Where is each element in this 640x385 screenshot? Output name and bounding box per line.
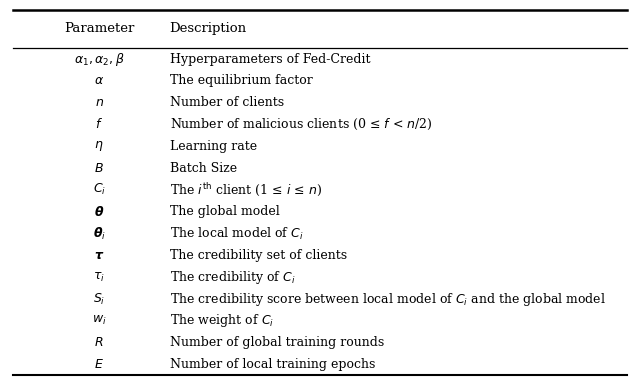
- Text: $f$: $f$: [95, 117, 103, 132]
- Text: $R$: $R$: [95, 336, 104, 349]
- Text: $w_i$: $w_i$: [92, 314, 106, 327]
- Text: $n$: $n$: [95, 96, 104, 109]
- Text: The local model of $C_i$: The local model of $C_i$: [170, 226, 303, 242]
- Text: Parameter: Parameter: [64, 22, 134, 35]
- Text: $\alpha$: $\alpha$: [94, 74, 104, 87]
- Text: The credibility set of clients: The credibility set of clients: [170, 249, 347, 262]
- Text: $E$: $E$: [94, 358, 104, 371]
- Text: The global model: The global model: [170, 205, 279, 218]
- Text: Number of malicious clients (0 ≤ $f$ < $n$/2): Number of malicious clients (0 ≤ $f$ < $…: [170, 117, 432, 132]
- Text: Hyperparameters of Fed-Credit: Hyperparameters of Fed-Credit: [170, 52, 370, 65]
- Text: $\boldsymbol{\theta}$: $\boldsymbol{\theta}$: [94, 205, 104, 219]
- Text: The $i^{\mathrm{th}}$ client (1 ≤ $i$ ≤ $n$): The $i^{\mathrm{th}}$ client (1 ≤ $i$ ≤ …: [170, 181, 321, 198]
- Text: Number of local training epochs: Number of local training epochs: [170, 358, 375, 371]
- Text: Batch Size: Batch Size: [170, 162, 237, 175]
- Text: The credibility score between local model of $C_i$ and the global model: The credibility score between local mode…: [170, 291, 605, 308]
- Text: Number of global training rounds: Number of global training rounds: [170, 336, 384, 349]
- Text: $\tau_i$: $\tau_i$: [93, 271, 105, 284]
- Text: $S_i$: $S_i$: [93, 291, 106, 306]
- Text: The credibility of $C_i$: The credibility of $C_i$: [170, 269, 295, 286]
- Text: Learning rate: Learning rate: [170, 140, 257, 153]
- Text: The equilibrium factor: The equilibrium factor: [170, 74, 312, 87]
- Text: $B$: $B$: [94, 162, 104, 175]
- Text: Description: Description: [170, 22, 247, 35]
- Text: Number of clients: Number of clients: [170, 96, 284, 109]
- Text: The weight of $C_i$: The weight of $C_i$: [170, 312, 274, 329]
- Text: $C_i$: $C_i$: [93, 182, 106, 198]
- Text: $\eta$: $\eta$: [95, 139, 104, 153]
- Text: $\boldsymbol{\tau}$: $\boldsymbol{\tau}$: [94, 249, 104, 262]
- Text: $\boldsymbol{\theta}_i$: $\boldsymbol{\theta}_i$: [93, 226, 106, 242]
- Text: $\alpha_1, \alpha_2, \beta$: $\alpha_1, \alpha_2, \beta$: [74, 50, 125, 67]
